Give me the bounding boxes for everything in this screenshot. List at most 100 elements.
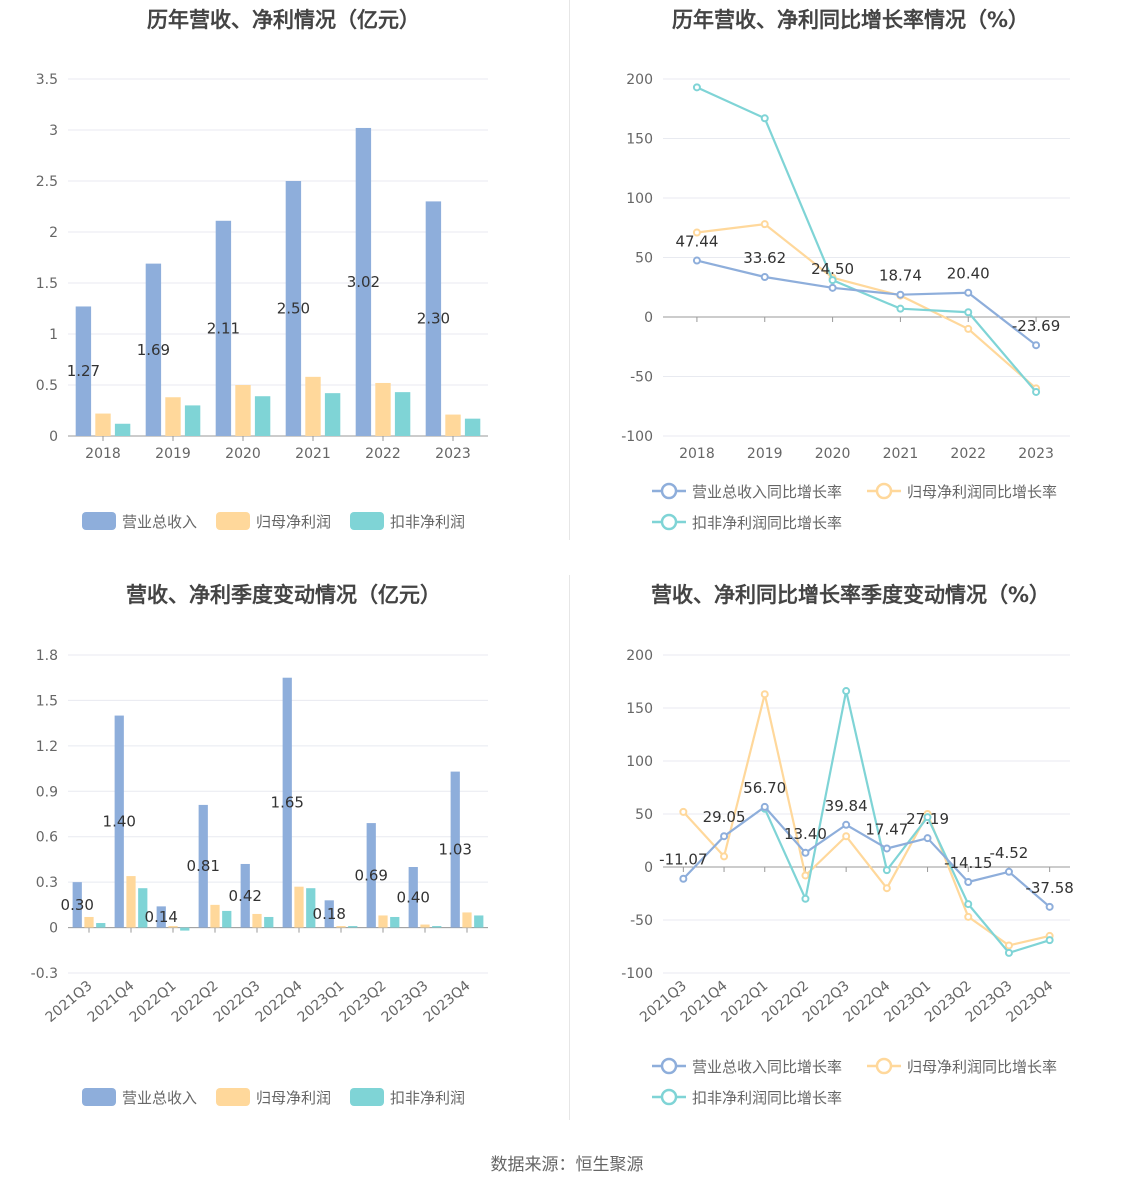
bar-net-profit bbox=[294, 886, 304, 928]
series-line-1 bbox=[696, 223, 1037, 390]
y-tick-label: 2 bbox=[49, 225, 58, 241]
bar-revenue bbox=[114, 715, 124, 928]
divider bbox=[569, 575, 570, 1120]
bar-revenue bbox=[355, 127, 372, 437]
data-point bbox=[1045, 902, 1054, 911]
legend-label: 扣非净利润 bbox=[390, 1089, 465, 1107]
y-tick-label: 1.8 bbox=[36, 648, 58, 664]
data-label: 0.69 bbox=[355, 866, 388, 884]
data-point bbox=[1032, 341, 1041, 350]
bar-deducted-profit bbox=[348, 926, 358, 928]
data-point bbox=[801, 848, 810, 857]
bar-revenue bbox=[366, 823, 376, 928]
data-point bbox=[828, 283, 837, 292]
chart-title: 历年营收、净利同比增长率情况（%） bbox=[671, 8, 1030, 32]
bar-deducted-profit bbox=[254, 396, 271, 436]
legend-label: 营业总收入 bbox=[122, 513, 197, 531]
data-point bbox=[760, 272, 769, 281]
x-tick-label: 2023Q4 bbox=[421, 978, 474, 1026]
quarterly-line-chart: -100-500501001502002021Q32021Q42022Q1202… bbox=[621, 648, 1074, 1107]
x-tick-label: 2020 bbox=[225, 446, 261, 462]
bar-revenue bbox=[285, 181, 302, 436]
data-point bbox=[896, 290, 905, 299]
data-point bbox=[692, 256, 701, 265]
data-point bbox=[842, 820, 851, 829]
series-line-2 bbox=[696, 86, 1037, 393]
y-tick-label: 150 bbox=[626, 132, 653, 148]
y-tick-label: 150 bbox=[626, 701, 653, 717]
data-point bbox=[923, 813, 932, 822]
data-label: 18.74 bbox=[879, 267, 922, 285]
data-label: 0.30 bbox=[61, 896, 94, 914]
bar-revenue bbox=[215, 220, 232, 436]
data-point bbox=[760, 220, 769, 229]
y-tick-label: 3.5 bbox=[36, 72, 58, 88]
y-tick-label: 0 bbox=[49, 429, 58, 445]
y-tick-label: 0 bbox=[644, 310, 653, 326]
data-label: -11.07 bbox=[659, 851, 707, 869]
bar-revenue bbox=[324, 900, 334, 928]
x-tick-label: 2022 bbox=[950, 446, 986, 462]
data-point bbox=[720, 832, 729, 841]
x-tick-label: 2022Q3 bbox=[211, 978, 264, 1026]
bar-net-profit bbox=[168, 926, 178, 928]
x-tick-label: 2018 bbox=[679, 446, 715, 462]
data-point bbox=[760, 802, 769, 811]
bar-deducted-profit bbox=[222, 910, 232, 928]
data-label: 1.27 bbox=[67, 362, 100, 380]
data-point bbox=[760, 114, 769, 123]
data-point bbox=[882, 884, 891, 893]
legend-label: 扣非净利润 bbox=[390, 513, 465, 531]
y-tick-label: -100 bbox=[621, 429, 653, 445]
data-point bbox=[964, 900, 973, 909]
bar-deducted-profit bbox=[184, 405, 201, 436]
data-label: 39.84 bbox=[825, 797, 868, 815]
y-tick-label: 1.5 bbox=[36, 693, 58, 709]
x-tick-label: 2022 bbox=[365, 446, 401, 462]
data-point bbox=[964, 308, 973, 317]
bar-revenue bbox=[72, 882, 82, 928]
data-label: 24.50 bbox=[811, 260, 854, 278]
y-tick-label: 0 bbox=[644, 860, 653, 876]
data-point bbox=[1045, 936, 1054, 945]
y-tick-label: 200 bbox=[626, 648, 653, 664]
bar-net-profit bbox=[235, 385, 251, 436]
chart-title: 营收、净利季度变动情况（亿元） bbox=[126, 583, 441, 607]
legend-swatch bbox=[216, 512, 250, 530]
data-point bbox=[964, 912, 973, 921]
legend-marker bbox=[660, 482, 678, 500]
legend-label: 营业总收入 bbox=[122, 1089, 197, 1107]
data-label: -37.58 bbox=[1025, 879, 1073, 897]
bar-revenue bbox=[408, 867, 418, 928]
data-point bbox=[923, 834, 932, 843]
legend-label: 归母净利润同比增长率 bbox=[907, 1058, 1057, 1076]
divider bbox=[569, 0, 570, 540]
data-point bbox=[720, 852, 729, 861]
bar-deducted-profit bbox=[394, 392, 411, 436]
legend-swatch bbox=[350, 1088, 384, 1106]
data-point bbox=[1004, 867, 1013, 876]
y-tick-label: -100 bbox=[621, 966, 653, 982]
x-tick-label: 2018 bbox=[85, 446, 121, 462]
series-line-0 bbox=[682, 805, 1051, 908]
data-point bbox=[842, 832, 851, 841]
x-tick-label: 2023Q2 bbox=[337, 978, 390, 1026]
legend-marker bbox=[875, 482, 893, 500]
legend-marker bbox=[660, 513, 678, 531]
bar-deducted-profit bbox=[474, 915, 484, 928]
bar-net-profit bbox=[126, 876, 136, 928]
x-tick-label: 2019 bbox=[747, 446, 783, 462]
data-point bbox=[679, 874, 688, 883]
bar-deducted-profit bbox=[138, 888, 148, 928]
data-point bbox=[801, 894, 810, 903]
x-tick-label: 2023 bbox=[435, 446, 471, 462]
data-point bbox=[1004, 948, 1013, 957]
data-point bbox=[964, 324, 973, 333]
series-line-1 bbox=[682, 693, 1050, 947]
data-point bbox=[964, 288, 973, 297]
y-tick-label: 50 bbox=[635, 251, 653, 267]
data-label: 27.19 bbox=[906, 810, 949, 828]
x-tick-label: 2023Q3 bbox=[379, 978, 432, 1026]
quarterly-revenue-profit-panel: 营收、净利季度变动情况（亿元） -0.3 0 0.3 0.6 0.9 1.2 1.5 1.8 2… bbox=[0, 575, 567, 1150]
legend-label: 归母净利润 bbox=[256, 1089, 331, 1107]
